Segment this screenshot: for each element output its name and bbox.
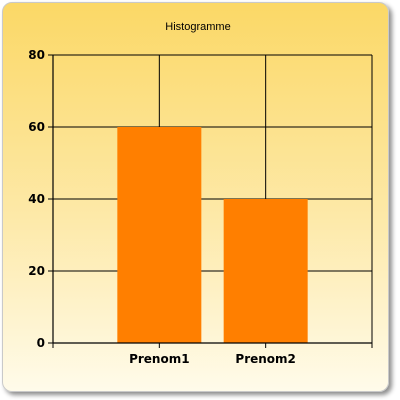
y-axis-ticks: 0 20 40 60 80 [28,48,53,350]
y-tick-label: 80 [28,48,45,62]
y-tick-label: 40 [28,192,45,206]
x-tick-label: Prenom1 [129,352,190,366]
bars [117,127,308,343]
x-axis-ticks: Prenom1 Prenom2 [52,343,373,366]
bar-prenom2 [223,199,308,343]
y-tick-label: 0 [37,336,45,350]
grid-lines [53,54,373,344]
x-tick-label: Prenom2 [235,352,296,366]
y-tick-label: 20 [28,264,45,278]
y-tick-label: 60 [28,120,45,134]
bar-prenom1 [117,127,202,343]
chart-title: Histogramme [165,21,230,33]
